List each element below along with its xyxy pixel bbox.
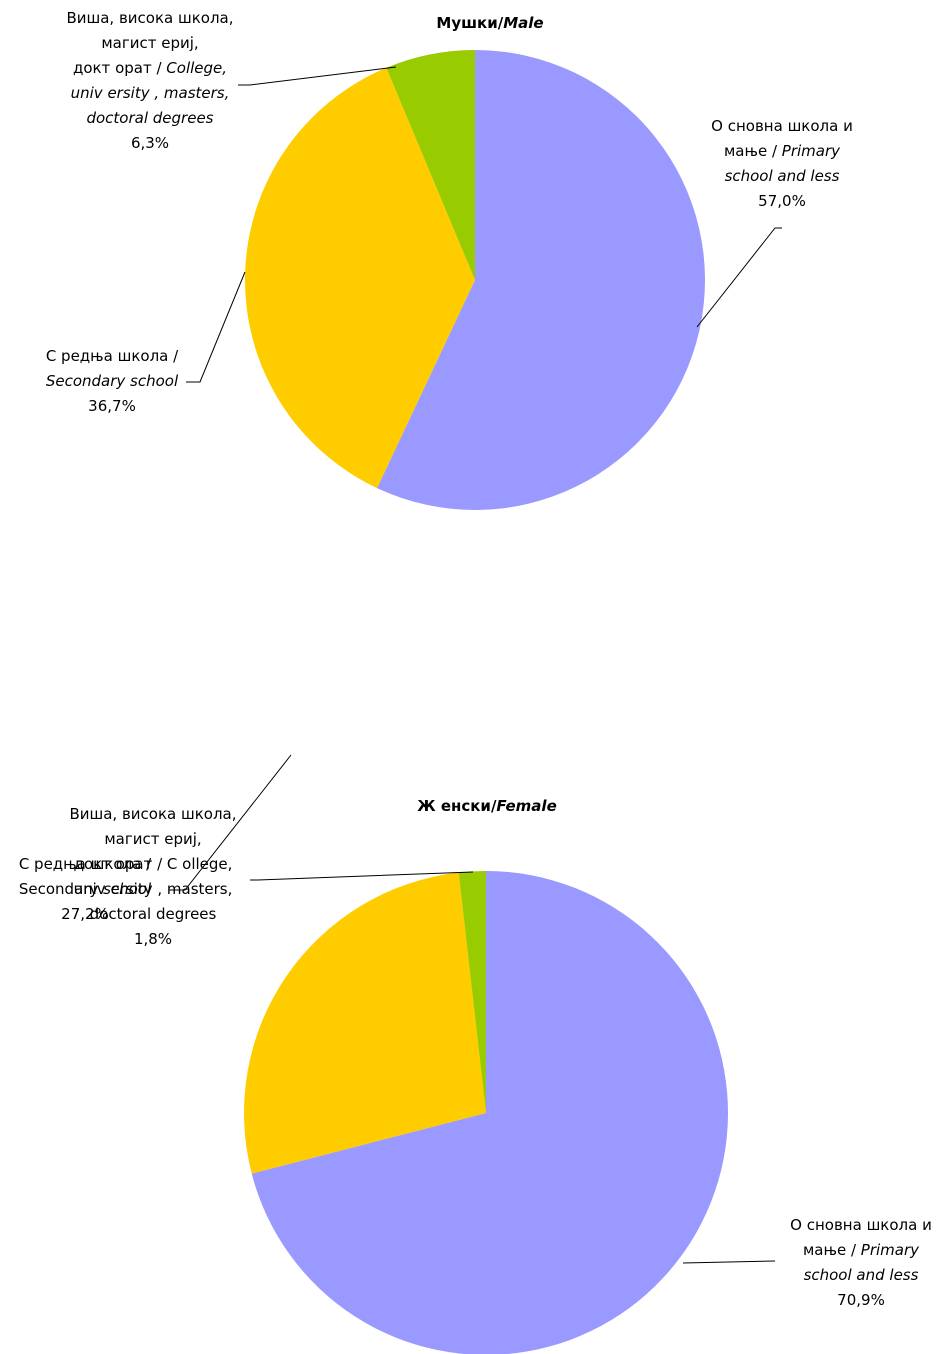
slice-label-text: О сновна школа и xyxy=(711,117,853,135)
pie-slice-2 xyxy=(244,67,475,489)
slice-label-text: Primary xyxy=(782,142,841,160)
slice-label-text: doctoral degrees xyxy=(90,905,217,923)
slice-value-label: 36,7% xyxy=(88,397,136,415)
slice-label-2: С редња школа / Secondary school 27,2% xyxy=(19,855,152,923)
slice-label-text: докт орат / С ollege, xyxy=(74,855,233,873)
slice-label-1: О сновна школа и мање / Primary school and… xyxy=(790,1216,932,1309)
slice-label-text: school xyxy=(103,880,152,898)
slice-label-text: докт орат / xyxy=(73,59,166,77)
slice-label-text: Виша, висока школа, xyxy=(69,805,236,823)
leader-line-3 xyxy=(238,66,397,86)
chart-title-text: Мушки/ xyxy=(436,14,503,32)
chart-title: Ж енски/Female xyxy=(417,797,557,815)
slice-label-text: Виша, висока школа, xyxy=(66,9,233,27)
slice-label-1: О сновна школа и мање / Primary school and… xyxy=(711,117,853,210)
slice-label-2: С редња школа / Secondary school 36,7% xyxy=(46,347,179,415)
pie-slice-2 xyxy=(243,872,486,1174)
slice-label-text: О сновна школа и xyxy=(790,1216,932,1234)
pie-slice-1 xyxy=(377,50,705,510)
slice-value-label: 70,9% xyxy=(837,1291,885,1309)
chart-title-italic: Female xyxy=(496,797,556,815)
slice-label-text: school and less xyxy=(804,1266,919,1284)
chart-title-text: Ж енски/ xyxy=(417,797,497,815)
leader-line-2 xyxy=(186,271,246,383)
slice-label-text: school and less xyxy=(725,167,840,185)
slice-label-3: Виша, висока школа, магист ериј, докт орат… xyxy=(66,9,233,152)
slice-label-text: univ ersity , masters, xyxy=(74,880,233,898)
pie-slice-1 xyxy=(251,871,728,1354)
pie-slice-3 xyxy=(458,870,486,1113)
slice-label-text: Primary xyxy=(861,1241,920,1259)
slice-label-text: С редња школа / xyxy=(19,855,152,873)
slice-label-text: мање / xyxy=(803,1241,861,1259)
slice-label-text: doctoral degrees xyxy=(86,109,213,127)
slice-value-label: 57,0% xyxy=(758,192,806,210)
slice-value-label: 6,3% xyxy=(131,134,169,152)
leader-line-2 xyxy=(169,754,292,891)
slice-value-label: 1,8% xyxy=(134,930,172,948)
slice-label-text: College, xyxy=(166,59,227,77)
slice-label-text: С редња школа / xyxy=(46,347,179,365)
leader-line-1 xyxy=(682,1260,776,1264)
pie-chart-2: Ж енски/Female О сновна школа и мање / Pri… xyxy=(19,754,932,1354)
slice-label-text: магист ериј, xyxy=(104,830,201,848)
slice-label-3: Виша, висока школа, магист ериј, докт орат… xyxy=(69,805,236,948)
slice-value-label: 27,2% xyxy=(61,905,109,923)
leader-line-1 xyxy=(696,227,782,328)
pie-slice-3 xyxy=(386,50,475,280)
slice-label-text: мање / xyxy=(724,142,782,160)
slice-label-text: Secondary xyxy=(19,880,103,898)
leader-line-3 xyxy=(250,871,474,881)
pie-chart-1: Мушки/Male О сновна школа и мање / Primary… xyxy=(46,9,853,510)
slice-label-text: магист ериј, xyxy=(101,34,198,52)
chart-title: Мушки/Male xyxy=(436,14,543,32)
slice-label-text: Secondary school xyxy=(46,372,179,390)
slice-label-text: univ ersity , masters, xyxy=(71,84,230,102)
chart-title-italic: Male xyxy=(503,14,543,32)
